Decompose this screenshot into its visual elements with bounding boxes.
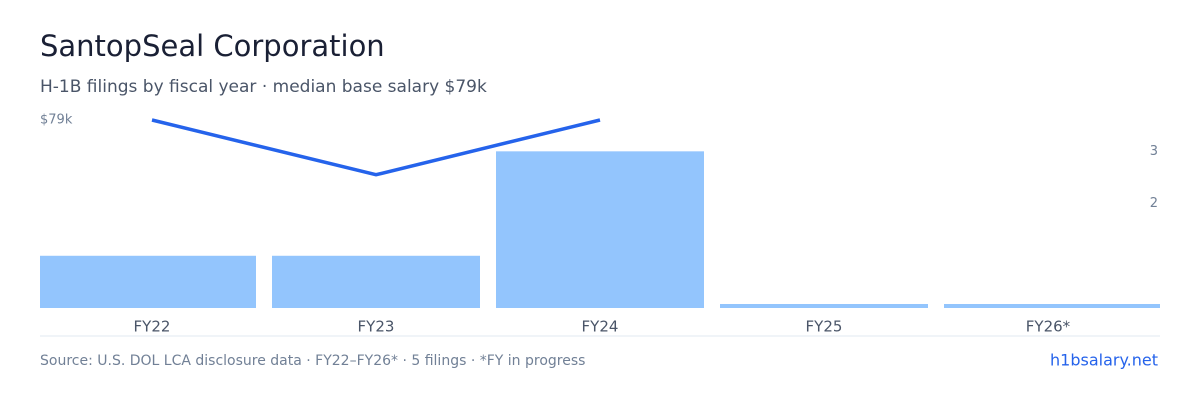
- x-tick-label: FY26*: [1026, 318, 1071, 336]
- chart-subtitle: H-1B filings by fiscal year · median bas…: [40, 77, 487, 97]
- chart-title: SantopSeal Corporation: [40, 29, 385, 63]
- x-tick-label: FY24: [582, 318, 619, 336]
- bar: [272, 255, 480, 308]
- source-link[interactable]: h1bsalary.net: [1050, 351, 1158, 370]
- x-tick-label: FY22: [134, 318, 171, 336]
- y2-tick-label: 3: [1150, 144, 1158, 159]
- x-tick-label: FY23: [358, 318, 395, 336]
- bar: [40, 255, 256, 308]
- y-tick-label: $79k: [40, 113, 73, 128]
- bar: [720, 304, 928, 308]
- bar: [944, 304, 1160, 308]
- bar: [496, 151, 704, 308]
- footer: Source: U.S. DOL LCA disclosure data · F…: [40, 353, 585, 369]
- salary-line: [151, 118, 601, 177]
- y2-tick-label: 2: [1150, 196, 1158, 211]
- x-tick-label: FY25: [806, 318, 843, 336]
